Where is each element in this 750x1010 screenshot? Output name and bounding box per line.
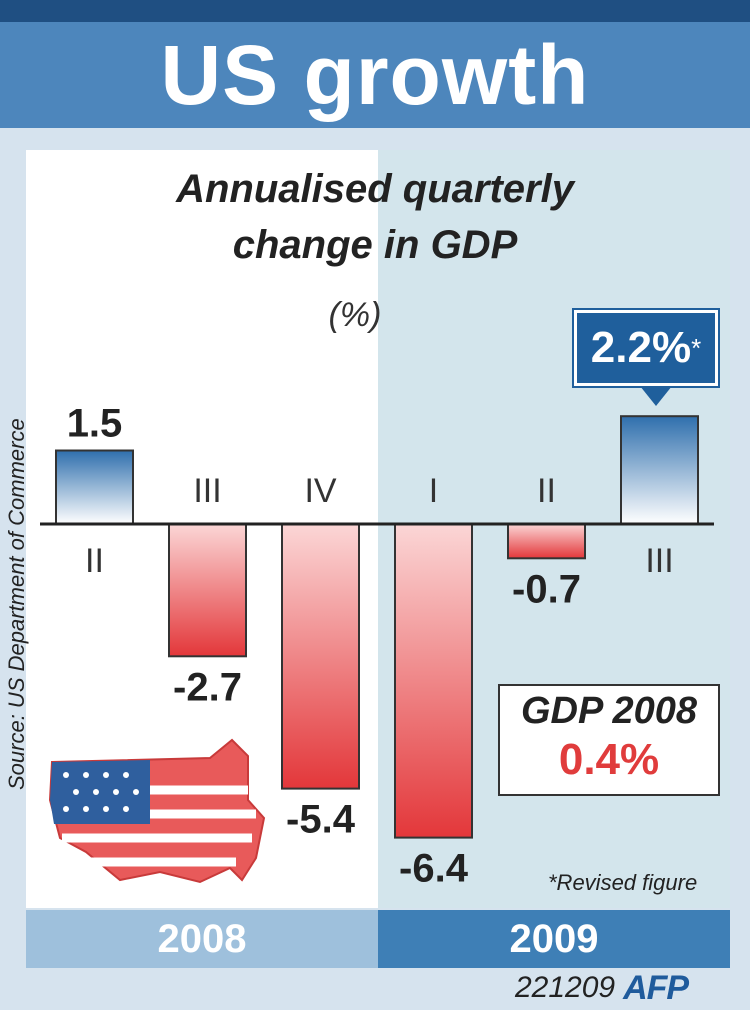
year-label-2009: 2009	[509, 916, 599, 961]
bar-4	[394, 523, 473, 839]
year-band-2008: 2008	[26, 910, 378, 968]
gdp-2008-value: 0.4%	[558, 735, 660, 784]
year-label-2008: 2008	[157, 916, 247, 961]
afp-logo: AFP	[623, 968, 689, 1007]
year-band-2009: 2009	[378, 910, 730, 968]
bar-5	[507, 523, 586, 560]
chart-unit: (%)	[329, 296, 382, 334]
quarter-label-6: III	[645, 542, 673, 580]
quarter-label-2: III	[193, 472, 221, 510]
us-flag-map-icon	[48, 738, 266, 884]
chart-title-line1: Annualised quarterly	[175, 167, 576, 211]
bar-6	[620, 415, 699, 526]
source-note: Source: US Department of Commerce	[4, 418, 29, 790]
chart-title-line2: change in GDP	[233, 223, 518, 267]
top-strip	[0, 0, 750, 22]
value-label-2: -2.7	[173, 665, 242, 709]
quarter-label-4: I	[429, 472, 438, 510]
callout-value: 2.2%	[590, 323, 692, 372]
bar-3	[281, 523, 360, 790]
quarter-label-1: II	[85, 542, 104, 580]
bar-2	[168, 523, 247, 658]
callout-pointer	[640, 386, 672, 406]
value-label-1: 1.5	[67, 402, 123, 446]
gdp-2008-box: GDP 2008 0.4%	[498, 684, 720, 796]
graphic-code: 221209	[515, 971, 616, 1004]
value-label-5: -0.7	[512, 567, 581, 611]
title-band: US growth	[0, 22, 750, 128]
revised-value-callout: 2.2% *	[572, 308, 720, 388]
value-label-4: -6.4	[399, 847, 469, 891]
quarter-label-5: II	[537, 472, 556, 510]
credit: 221209 AFP	[515, 968, 689, 1008]
gdp-2008-label: GDP 2008	[520, 690, 698, 732]
callout-star: *	[691, 332, 702, 363]
value-label-3: -5.4	[286, 798, 356, 842]
bar-1	[55, 449, 134, 525]
quarter-label-3: IV	[304, 472, 336, 510]
page-title: US growth	[160, 27, 590, 122]
revised-figure-note: *Revised figure	[548, 870, 698, 895]
